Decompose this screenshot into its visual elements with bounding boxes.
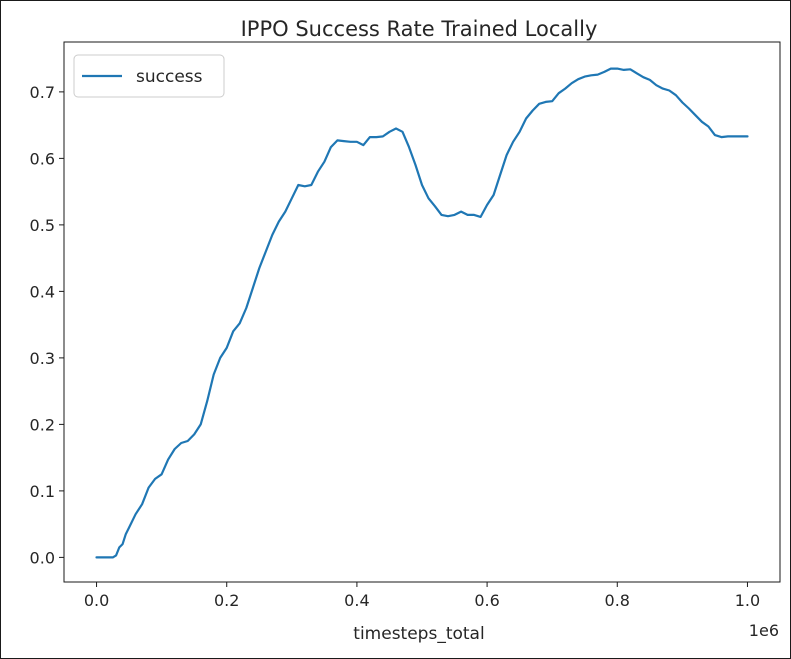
x-axis-label: timesteps_total	[353, 624, 484, 644]
x-tick-label: 0.4	[344, 591, 369, 610]
x-axis-ticks: 0.0 0.2 0.4 0.6 0.8 1.0	[84, 582, 760, 610]
x-tick-label: 0.6	[474, 591, 499, 610]
legend-label: success	[136, 67, 203, 87]
y-tick-label: 0.6	[30, 149, 55, 168]
plot-area	[63, 41, 781, 583]
x-tick-label: 0.8	[605, 591, 630, 610]
series-layer	[95, 67, 749, 559]
y-tick-label: 0.7	[30, 83, 55, 102]
y-tick-label: 0.1	[30, 482, 55, 501]
y-tick-label: 0.4	[30, 282, 55, 301]
x-axis-offset-text: 1e6	[749, 621, 779, 640]
y-tick-label: 0.0	[30, 548, 55, 567]
x-tick-label: 0.0	[84, 591, 109, 610]
x-tick-label: 1.0	[735, 591, 760, 610]
x-tick-label: 0.2	[214, 591, 239, 610]
legend: success	[73, 54, 225, 98]
y-tick-label: 0.5	[30, 216, 55, 235]
y-axis-ticks: 0.0 0.1 0.2 0.3 0.4 0.5 0.6 0.7	[30, 83, 64, 567]
chart-title: IPPO Success Rate Trained Locally	[241, 17, 598, 41]
series-line-success	[95, 67, 749, 559]
y-tick-label: 0.3	[30, 349, 55, 368]
legend-box	[73, 54, 225, 98]
y-tick-label: 0.2	[30, 415, 55, 434]
